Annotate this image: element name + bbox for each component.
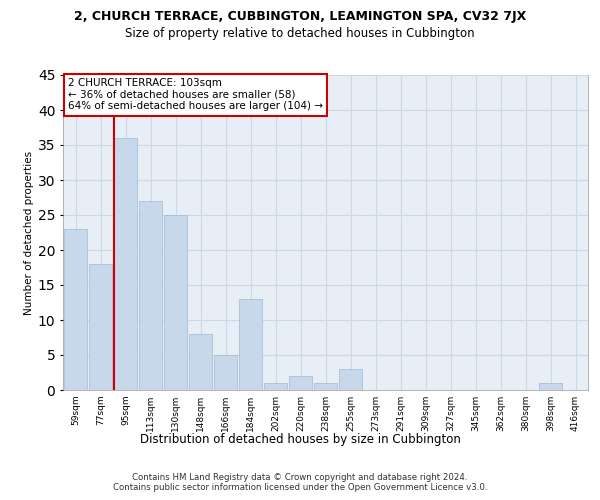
Bar — [314, 383, 337, 390]
Bar — [189, 334, 212, 390]
Y-axis label: Number of detached properties: Number of detached properties — [23, 150, 34, 314]
Text: Distribution of detached houses by size in Cubbington: Distribution of detached houses by size … — [140, 432, 460, 446]
Bar — [264, 383, 287, 390]
Bar — [214, 355, 237, 390]
Bar — [239, 299, 262, 390]
Bar — [89, 264, 112, 390]
Text: Contains public sector information licensed under the Open Government Licence v3: Contains public sector information licen… — [113, 484, 487, 492]
Bar — [289, 376, 312, 390]
Bar — [539, 383, 562, 390]
Bar — [339, 369, 362, 390]
Bar — [139, 201, 162, 390]
Bar — [114, 138, 137, 390]
Text: Contains HM Land Registry data © Crown copyright and database right 2024.: Contains HM Land Registry data © Crown c… — [132, 472, 468, 482]
Text: 2 CHURCH TERRACE: 103sqm
← 36% of detached houses are smaller (58)
64% of semi-d: 2 CHURCH TERRACE: 103sqm ← 36% of detach… — [68, 78, 323, 112]
Text: Size of property relative to detached houses in Cubbington: Size of property relative to detached ho… — [125, 28, 475, 40]
Bar — [64, 229, 87, 390]
Bar — [164, 215, 187, 390]
Text: 2, CHURCH TERRACE, CUBBINGTON, LEAMINGTON SPA, CV32 7JX: 2, CHURCH TERRACE, CUBBINGTON, LEAMINGTO… — [74, 10, 526, 23]
